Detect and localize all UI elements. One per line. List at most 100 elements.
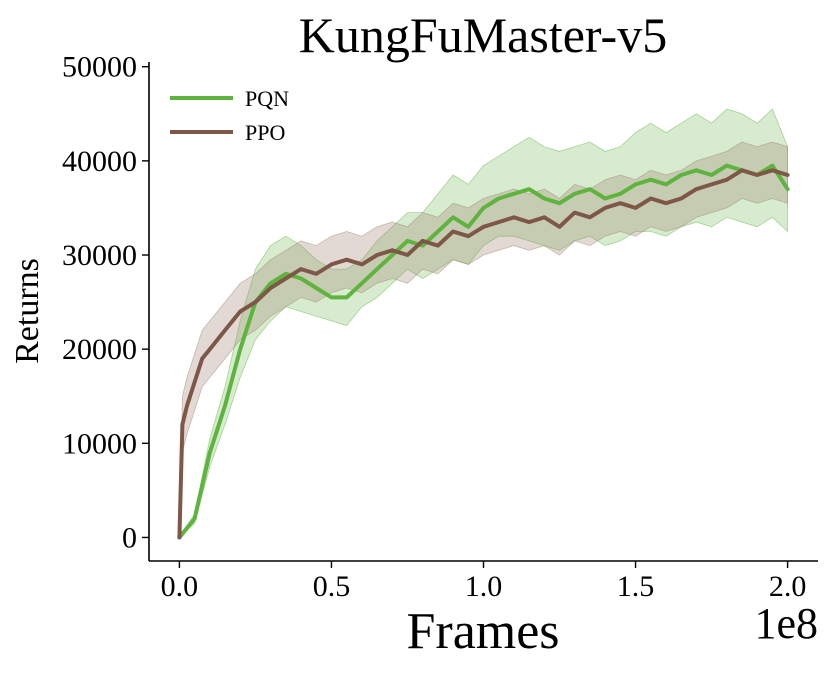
point-pqn: [224, 404, 226, 407]
line-ppo: [177, 168, 790, 540]
point-ppo: [513, 216, 515, 219]
point-pqn: [726, 164, 728, 167]
y-axis-label: Returns: [9, 258, 46, 364]
point-ppo: [285, 277, 287, 280]
x-tick-label: 0.5: [313, 570, 351, 603]
point-ppo: [391, 249, 394, 252]
point-ppo: [254, 301, 257, 303]
point-pqn: [513, 193, 515, 195]
point-ppo: [315, 273, 318, 275]
point-ppo: [543, 216, 546, 219]
legend-label-ppo: PPO: [245, 120, 285, 145]
point-pqn: [345, 296, 348, 299]
point-pqn: [300, 277, 302, 280]
point-pqn: [482, 207, 485, 209]
point-ppo: [224, 329, 226, 332]
point-ppo: [528, 221, 530, 223]
point-pqn: [695, 169, 698, 172]
point-pqn: [543, 197, 546, 200]
point-ppo: [634, 207, 637, 209]
point-pqn: [391, 254, 394, 256]
point-pqn: [376, 268, 378, 270]
x-tick-label: 2.0: [769, 570, 807, 603]
point-pqn: [421, 244, 424, 247]
point-pqn: [786, 188, 789, 190]
x-axis-label: Frames: [406, 603, 559, 660]
axes: 0 10000 20000 30000 40000 50000 0.0 0.5 1.0 1.5 2…: [62, 51, 818, 603]
point-ppo: [421, 240, 424, 242]
x-axis-multiplier: 1e8: [754, 599, 818, 648]
point-ppo: [330, 263, 333, 266]
point-pqn: [619, 193, 622, 195]
x-ticks: 0.0 0.5 1.0 1.5 2.0: [161, 561, 807, 603]
y-tick-label: 30000: [62, 239, 137, 272]
point-ppo: [178, 536, 181, 539]
point-ppo: [741, 169, 743, 172]
x-tick-label: 1.5: [617, 570, 655, 603]
point-pqn: [680, 174, 682, 176]
point-pqn: [497, 197, 500, 200]
point-pqn: [315, 287, 318, 289]
x-tick-label: 0.0: [161, 570, 199, 603]
point-pqn: [771, 164, 774, 167]
point-pqn: [573, 193, 576, 195]
point-ppo: [186, 404, 188, 407]
point-ppo: [786, 174, 789, 176]
point-ppo: [589, 216, 591, 219]
point-ppo: [193, 381, 196, 383]
y-tick-label: 20000: [62, 333, 137, 366]
point-ppo: [665, 202, 667, 204]
point-pqn: [193, 517, 196, 520]
point-pqn: [604, 197, 606, 200]
point-pqn: [558, 202, 561, 204]
y-tick-label: 10000: [62, 427, 137, 460]
point-pqn: [452, 216, 454, 219]
series-lines: [177, 163, 790, 540]
point-pqn: [665, 183, 667, 186]
point-ppo: [376, 254, 378, 256]
y-tick-label: 0: [122, 521, 137, 554]
chart-title: KungFuMaster-v5: [299, 7, 667, 63]
point-ppo: [209, 348, 211, 351]
point-pqn: [634, 183, 637, 186]
point-pqn: [650, 178, 652, 181]
point-pqn: [361, 282, 363, 285]
point-ppo: [181, 423, 184, 426]
point-pqn: [239, 348, 241, 351]
band-ppo: [179, 141, 788, 538]
point-ppo: [619, 202, 622, 204]
point-pqn: [437, 230, 439, 233]
point-pqn: [467, 226, 470, 228]
legend: PQN PPO: [170, 86, 289, 145]
point-pqn: [209, 451, 211, 454]
y-ticks: 0 10000 20000 30000 40000 50000: [62, 51, 149, 554]
x-tick-label: 1.0: [465, 570, 503, 603]
point-ppo: [558, 226, 561, 228]
point-ppo: [497, 221, 500, 223]
point-ppo: [361, 263, 363, 266]
point-ppo: [680, 197, 682, 200]
point-ppo: [239, 310, 241, 313]
point-ppo: [406, 254, 409, 256]
point-ppo: [650, 197, 652, 200]
point-pqn: [710, 174, 713, 176]
point-ppo: [269, 287, 272, 289]
y-tick-label: 50000: [62, 51, 137, 84]
point-ppo: [710, 183, 713, 186]
point-pqn: [406, 240, 409, 242]
y-tick-label: 40000: [62, 145, 137, 178]
point-ppo: [467, 235, 470, 237]
legend-label-pqn: PQN: [245, 86, 289, 111]
point-pqn: [330, 296, 333, 299]
point-ppo: [300, 268, 302, 270]
point-ppo: [726, 178, 728, 181]
point-ppo: [771, 169, 774, 172]
point-ppo: [482, 226, 485, 228]
point-pqn: [285, 273, 287, 275]
point-pqn: [269, 282, 272, 285]
point-ppo: [345, 258, 348, 261]
point-pqn: [589, 188, 591, 190]
point-ppo: [573, 211, 576, 214]
point-pqn: [528, 188, 530, 190]
